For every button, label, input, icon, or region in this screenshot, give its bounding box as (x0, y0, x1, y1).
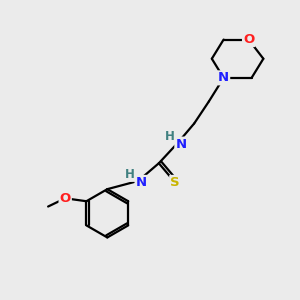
Text: N: N (218, 71, 229, 84)
Text: H: H (125, 168, 135, 181)
Text: N: N (176, 138, 187, 151)
Text: O: O (243, 33, 254, 46)
Text: N: N (136, 176, 147, 189)
Text: S: S (170, 176, 180, 189)
Text: H: H (165, 130, 175, 143)
Text: O: O (60, 192, 71, 205)
